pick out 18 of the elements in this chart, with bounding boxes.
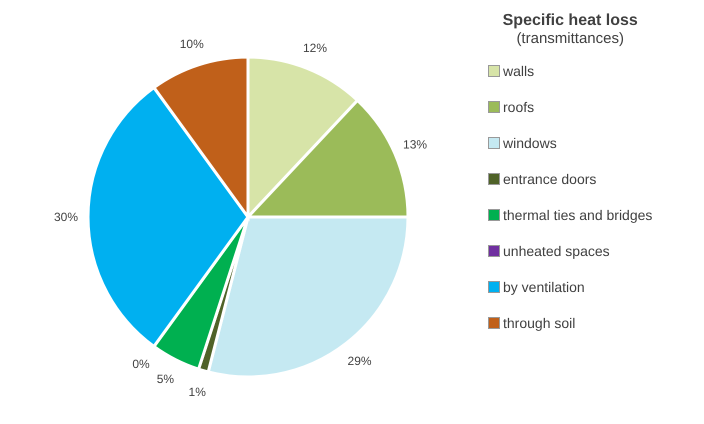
legend-label: roofs	[503, 99, 534, 115]
data-label: 10%	[180, 36, 204, 51]
legend-label: entrance doors	[503, 171, 596, 187]
data-label: 12%	[302, 40, 328, 55]
data-label: 29%	[348, 354, 372, 368]
legend-label: unheated spaces	[503, 243, 610, 259]
data-label: 13%	[403, 138, 428, 152]
legend-label: thermal ties and bridges	[503, 207, 652, 223]
legend-label: by ventilation	[503, 279, 585, 295]
text: 0%	[132, 357, 150, 372]
legend-label: windows	[503, 135, 557, 151]
data-label: 30%	[54, 210, 78, 224]
chart-subtitle: (transmittances)	[515, 30, 625, 47]
legend-label: walls	[503, 63, 534, 79]
data-label: 5%	[156, 372, 174, 386]
data-label: 1%	[188, 384, 206, 399]
chart-title: Specific heat loss	[502, 12, 639, 30]
legend-label: through soil	[503, 315, 576, 331]
